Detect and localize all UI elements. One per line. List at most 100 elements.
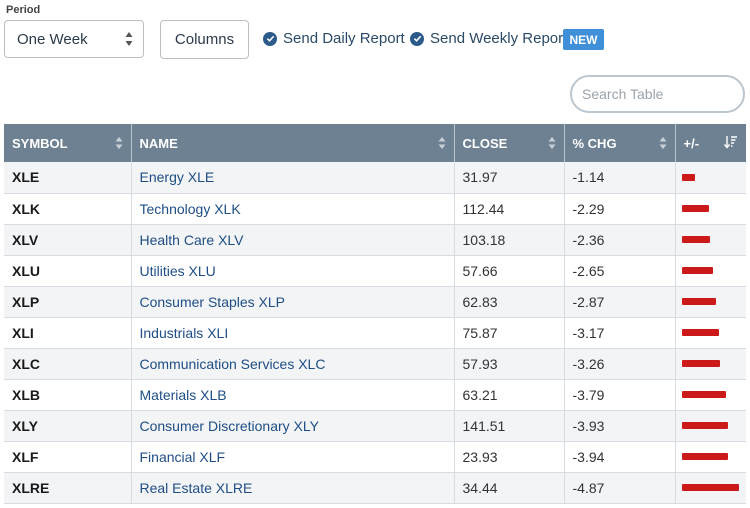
sort-descending-icon (724, 136, 737, 149)
name-link[interactable]: Utilities XLU (131, 255, 455, 287)
change-bar-cell (675, 255, 746, 287)
table-body: XLE Energy XLE 31.97 -1.14 XLK Technology XLK… (4, 162, 746, 504)
name-link[interactable]: Consumer Staples XLP (131, 286, 455, 318)
pct-chg-cell: -3.94 (564, 441, 676, 473)
table-row[interactable]: XLV Health Care XLV 103.18 -2.36 (4, 224, 746, 256)
change-bar (681, 298, 716, 305)
column-header-close[interactable]: CLOSE (454, 124, 565, 162)
pct-chg-cell: -2.87 (564, 286, 676, 318)
table-row[interactable]: XLU Utilities XLU 57.66 -2.65 (4, 255, 746, 287)
weekly-report-label: Send Weekly Report (430, 30, 568, 47)
pct-chg-cell: -1.14 (564, 162, 676, 194)
change-bar (681, 484, 739, 491)
change-bar-cell (675, 410, 746, 442)
check-icon (263, 31, 277, 46)
pct-chg-cell: -2.65 (564, 255, 676, 287)
change-bar-cell (675, 379, 746, 411)
close-cell: 57.93 (454, 348, 565, 380)
name-link[interactable]: Health Care XLV (131, 224, 455, 256)
change-bar (681, 329, 719, 336)
change-bar-cell (675, 317, 746, 349)
column-header-label: NAME (139, 135, 178, 151)
pct-chg-cell: -3.79 (564, 379, 676, 411)
name-link[interactable]: Consumer Discretionary XLY (131, 410, 455, 442)
symbol-cell: XLB (4, 379, 132, 411)
send-daily-report-toggle[interactable]: Send Daily Report (263, 30, 405, 47)
select-updown-icon (125, 32, 133, 46)
name-link[interactable]: Materials XLB (131, 379, 455, 411)
send-weekly-report-toggle[interactable]: Send Weekly Report (410, 30, 567, 47)
symbol-cell: XLRE (4, 472, 132, 504)
change-bar-cell (675, 441, 746, 473)
column-header-plus-minus[interactable]: +/- (675, 124, 746, 162)
close-cell: 23.93 (454, 441, 565, 473)
symbol-cell: XLC (4, 348, 132, 380)
name-link[interactable]: Real Estate XLRE (131, 472, 455, 504)
check-icon (410, 31, 424, 46)
change-bar-cell (675, 286, 746, 318)
table-row[interactable]: XLF Financial XLF 23.93 -3.94 (4, 441, 746, 473)
pct-chg-cell: -3.26 (564, 348, 676, 380)
symbol-cell: XLE (4, 162, 132, 194)
change-bar (681, 422, 728, 429)
change-bar-cell (675, 348, 746, 380)
pct-chg-cell: -3.93 (564, 410, 676, 442)
symbol-cell: XLF (4, 441, 132, 473)
close-cell: 34.44 (454, 472, 565, 504)
name-link[interactable]: Energy XLE (131, 162, 455, 194)
name-link[interactable]: Financial XLF (131, 441, 455, 473)
close-cell: 112.44 (454, 193, 565, 225)
column-header-symbol[interactable]: SYMBOL (4, 124, 132, 162)
sector-table: SYMBOL NAME CLOSE % CHG +/- (4, 124, 746, 504)
change-bar (681, 453, 728, 460)
symbol-cell: XLI (4, 317, 132, 349)
change-bar (681, 236, 710, 243)
table-row[interactable]: XLC Communication Services XLC 57.93 -3.26 (4, 348, 746, 380)
close-cell: 31.97 (454, 162, 565, 194)
close-cell: 103.18 (454, 224, 565, 256)
table-row[interactable]: XLY Consumer Discretionary XLY 141.51 -3.93 (4, 410, 746, 442)
search-table-input[interactable] (570, 75, 745, 113)
sort-icon (438, 137, 445, 149)
columns-button[interactable]: Columns (160, 20, 249, 59)
close-cell: 62.83 (454, 286, 565, 318)
table-row[interactable]: XLRE Real Estate XLRE 34.44 -4.87 (4, 472, 746, 504)
change-bar (681, 391, 726, 398)
name-link[interactable]: Industrials XLI (131, 317, 455, 349)
pct-chg-cell: -2.29 (564, 193, 676, 225)
close-cell: 141.51 (454, 410, 565, 442)
symbol-cell: XLU (4, 255, 132, 287)
close-cell: 63.21 (454, 379, 565, 411)
sort-icon (659, 137, 666, 149)
period-label: Period (6, 4, 41, 16)
column-header-label: CLOSE (462, 135, 508, 151)
period-select[interactable]: One Week (4, 20, 144, 58)
table-row[interactable]: XLP Consumer Staples XLP 62.83 -2.87 (4, 286, 746, 318)
table-header-row: SYMBOL NAME CLOSE % CHG +/- (4, 124, 746, 162)
change-bar-cell (675, 162, 746, 194)
pct-chg-cell: -4.87 (564, 472, 676, 504)
column-header-name[interactable]: NAME (131, 124, 455, 162)
column-header-label: % CHG (572, 135, 617, 151)
table-row[interactable]: XLK Technology XLK 112.44 -2.29 (4, 193, 746, 225)
close-cell: 75.87 (454, 317, 565, 349)
column-header-label: SYMBOL (12, 135, 68, 151)
symbol-cell: XLP (4, 286, 132, 318)
column-header-pct-chg[interactable]: % CHG (564, 124, 676, 162)
name-link[interactable]: Communication Services XLC (131, 348, 455, 380)
symbol-cell: XLY (4, 410, 132, 442)
name-link[interactable]: Technology XLK (131, 193, 455, 225)
change-bar-cell (675, 224, 746, 256)
table-row[interactable]: XLB Materials XLB 63.21 -3.79 (4, 379, 746, 411)
daily-report-label: Send Daily Report (283, 30, 405, 47)
change-bar-cell (675, 472, 746, 504)
pct-chg-cell: -2.36 (564, 224, 676, 256)
sort-icon (115, 137, 122, 149)
new-badge: NEW (563, 29, 604, 50)
close-cell: 57.66 (454, 255, 565, 287)
period-selected-value: One Week (17, 30, 88, 48)
change-bar (681, 267, 713, 274)
change-bar (681, 205, 709, 212)
table-row[interactable]: XLI Industrials XLI 75.87 -3.17 (4, 317, 746, 349)
table-row[interactable]: XLE Energy XLE 31.97 -1.14 (4, 162, 746, 194)
